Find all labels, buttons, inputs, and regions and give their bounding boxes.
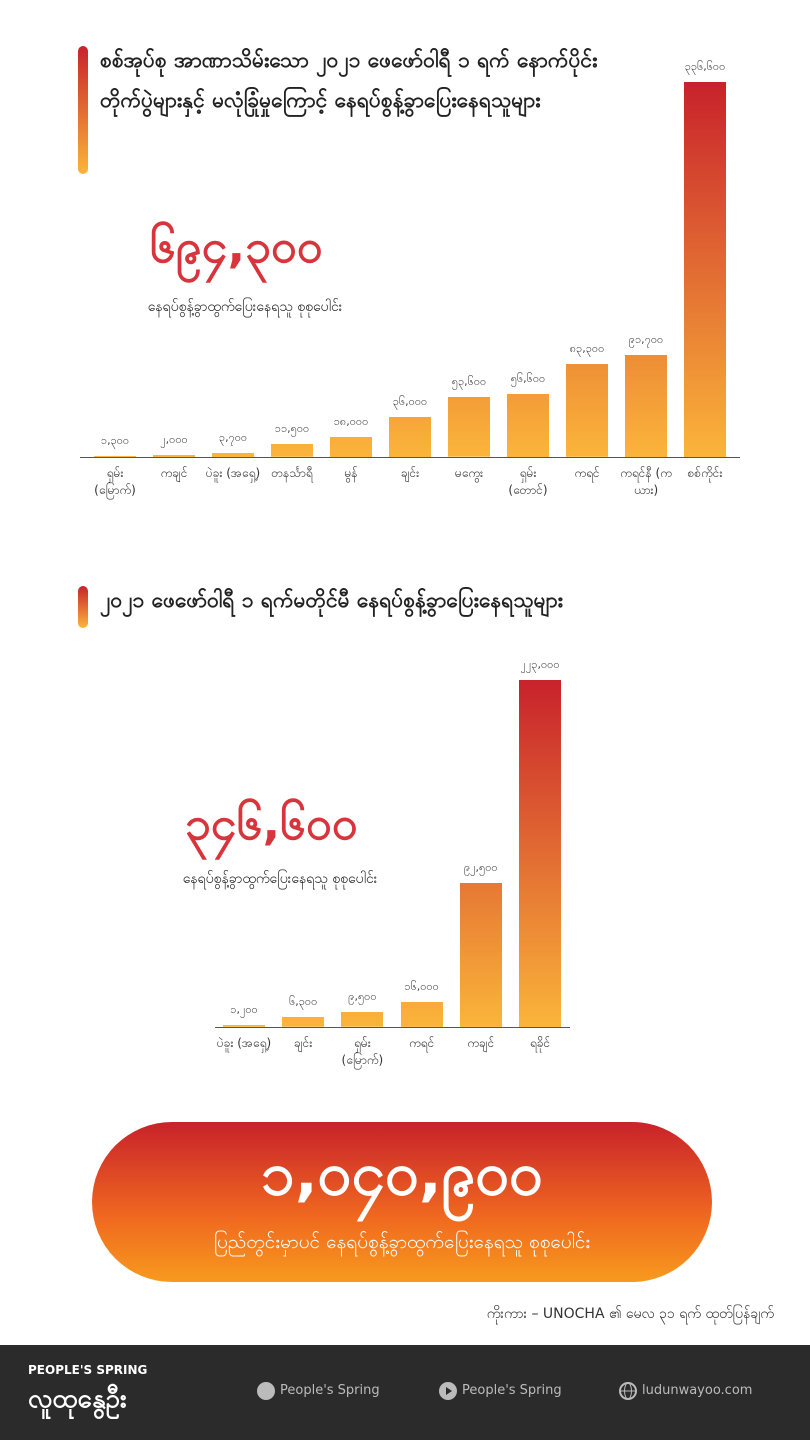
bar (330, 436, 372, 457)
category-label: မွန် (344, 466, 358, 480)
chart-title: စစ်အုပ်စု အာဏာသိမ်းသော ၂၀၂၁ ဖေဖော်ဝါရီ ၁… (100, 48, 598, 112)
category-label: ကရင် (408, 1036, 435, 1050)
bar (271, 444, 313, 457)
category-label: ကချင် (467, 1036, 495, 1050)
category-label: ကချင် (160, 466, 188, 480)
bar (459, 883, 502, 1027)
value-label: ၉,၅၀၀ (348, 990, 377, 1004)
category-label: ချင်း (400, 466, 420, 480)
brand-local: လူထုနွေဦး (28, 1384, 127, 1414)
category-label: ရှမ်း (တောင်) (508, 466, 548, 497)
bar (389, 416, 431, 457)
bar (448, 397, 490, 457)
bar (94, 455, 136, 457)
value-label: ၅၆,၆၀၀ (510, 371, 546, 385)
category-label: ကရင်နီ (ကယား) (620, 466, 672, 497)
category-label: ရှမ်း (မြောက်) (341, 1036, 384, 1067)
total-value: ၆၉၄,၃၀၀ (150, 219, 323, 273)
value-label: ၁,၂၀၀ (230, 1003, 258, 1017)
bar (625, 354, 667, 457)
bar (684, 82, 726, 457)
value-label: ၃၃၆,၆၀၀ (684, 60, 726, 73)
value-label: ၁၆,၀၀၀ (404, 980, 439, 994)
brand: PEOPLE'S SPRING (28, 1363, 148, 1377)
title-accent (78, 46, 88, 174)
value-label: ၁,၃၀၀ (100, 433, 130, 447)
value-label: ၃၆,၀၀၀ (392, 394, 428, 408)
summary-banner: ၁,၀၄၀,၉၀၀ ပြည်တွင်းမှာပင် နေရပ်စွန့်ခွာထ… (92, 1122, 712, 1282)
web-icon (619, 1382, 637, 1400)
total-caption: နေရပ်စွန့်ခွာထွက်ပြေးနေရသူ စုစုပေါင်း (182, 871, 378, 887)
total-caption: နေရပ်စွန့်ခွာထွက်ပြေးနေရသူ စုစုပေါင်း (147, 299, 343, 315)
youtube-icon (439, 1382, 457, 1400)
category-label: ရှမ်း (မြောက်) (94, 466, 136, 497)
value-label: ၉၂,၅၀၀ (463, 861, 498, 875)
category-label: ပဲခူး (အရှေ့) (216, 1036, 272, 1050)
bar (341, 1012, 384, 1027)
bar (400, 1002, 443, 1027)
footer: PEOPLE'S SPRING လူထုနွေဦး People's Sprin… (0, 1345, 810, 1440)
footer-link[interactable]: ludunwayoo.com (642, 1383, 753, 1398)
facebook-icon (257, 1382, 275, 1400)
source-note: ကိုးကား – UNOCHA ၏ မေလ ၃၁ ရက် ထုတ်ပြန်ချ… (486, 1306, 774, 1322)
value-label: ၂၂၃,၀၀၀ (520, 658, 560, 671)
value-label: ၆,၃၀၀ (289, 995, 318, 1009)
bar (212, 452, 254, 457)
category-label: ချင်း (294, 1036, 313, 1050)
value-label: ၁၁,၅၀၀ (274, 422, 310, 436)
bar (519, 680, 561, 1027)
bar (223, 1025, 265, 1027)
footer-link[interactable]: People's Spring (280, 1383, 380, 1398)
category-label: တနင်္သာရီ (271, 466, 313, 480)
chart-title: ၂၀၂၁ ဖေဖော်ဝါရီ ၁ ရက်မတိုင်မီ နေရပ်စွန့်… (100, 588, 563, 612)
value-label: ၂,၀၀၀ (160, 432, 188, 446)
total-value: ၃၄၆,၆၀၀ (185, 796, 358, 850)
category-label: ကရင် (574, 466, 600, 480)
value-label: ၅၃,၆၀၀ (451, 375, 487, 389)
category-label: ရခိုင် (529, 1036, 551, 1050)
category-label: ပဲခူး (အရှေ့) (205, 466, 261, 480)
bar (153, 454, 195, 457)
footer-link[interactable]: People's Spring (462, 1383, 562, 1398)
value-label: ၈၃,၃၀၀ (569, 342, 605, 356)
summary-value: ၁,၀၄၀,၉၀၀ (261, 1139, 543, 1209)
value-label: ၁၈,၀၀၀ (333, 414, 369, 428)
bar (282, 1017, 325, 1027)
category-label: မကွေး (454, 466, 484, 480)
category-label: စစ်ကိုင်း (687, 466, 723, 480)
bar (566, 364, 608, 457)
title-accent (78, 586, 88, 628)
value-label: ၃,၇၀၀ (218, 430, 248, 444)
bar (507, 393, 549, 457)
value-label: ၉၁,၇၀၀ (628, 332, 664, 346)
summary-caption: ပြည်တွင်းမှာပင် နေရပ်စွန့်ခွာထွက်ပြေးနေရ… (213, 1231, 591, 1253)
x-axis (215, 1027, 570, 1028)
x-axis (80, 457, 740, 458)
